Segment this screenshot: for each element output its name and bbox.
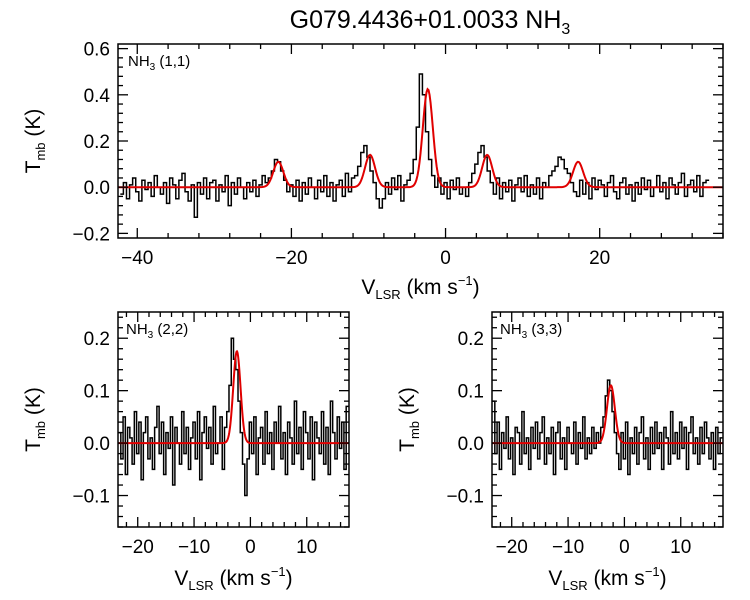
spectrum-line xyxy=(492,379,723,476)
y-tick-label: 0.1 xyxy=(84,382,110,403)
x-axis-label-unit: (km s xyxy=(214,567,271,590)
y-axis-label-text: T xyxy=(22,160,45,173)
x-axis-label-text: V xyxy=(548,567,562,590)
x-axis-label-subscript: LSR xyxy=(188,578,213,593)
plot-area xyxy=(492,379,723,476)
y-tick-label: 0.2 xyxy=(84,329,110,350)
panel-label-subscript: 3 xyxy=(522,330,528,341)
x-axis-label-superscript: −1 xyxy=(645,564,660,579)
x-axis-label-superscript: −1 xyxy=(458,273,473,288)
panel-label-text: NH xyxy=(126,321,148,338)
x-axis-label-unit: (km s xyxy=(588,567,645,590)
y-tick-label: 0.0 xyxy=(458,434,484,455)
panel-label-text: NH xyxy=(128,53,150,70)
y-tick-label: 0.1 xyxy=(458,382,484,403)
y-axis-label-unit: (K) xyxy=(22,387,45,421)
figure-title-text: G079.4436+01.0033 NH xyxy=(290,6,562,34)
y-axis-label-text: T xyxy=(22,439,45,452)
fit-curve xyxy=(118,87,723,189)
x-axis-label: VLSR (km s−1) xyxy=(361,273,479,302)
y-axis-label-unit: (K) xyxy=(22,109,45,143)
x-axis-label-unit: (km s xyxy=(401,276,458,299)
x-tick-label: 10 xyxy=(296,537,317,558)
panel-label-suffix: (3,3) xyxy=(527,321,562,338)
figure-title-subscript: 3 xyxy=(561,21,570,38)
x-axis-label-text: V xyxy=(361,276,375,299)
plot-area xyxy=(118,337,349,497)
y-tick-label: −0.1 xyxy=(446,487,484,508)
spectrum-line xyxy=(118,337,349,497)
x-tick-label: −20 xyxy=(496,537,528,558)
panel-nh3-11: −40 −20 0 20 −0.2 0.0 0.2 0.4 0.6 NH3 (1,1) VLSR (… xyxy=(22,40,724,302)
panel-label: NH3 (3,3) xyxy=(500,321,562,341)
x-tick-label: −10 xyxy=(552,537,584,558)
panel-label: NH3 (1,1) xyxy=(128,53,190,73)
panel-nh3-33: −20 −10 0 10 −0.1 0.0 0.1 0.2 NH3 (3,3) VLSR (km … xyxy=(396,311,724,593)
y-tick-label: −0.2 xyxy=(72,224,110,245)
x-axis-label: VLSR (km s−1) xyxy=(174,564,292,593)
y-axis-label-unit: (K) xyxy=(396,387,419,421)
y-tick-label: 0.2 xyxy=(458,329,484,350)
panel-nh3-22: −20 −10 0 10 −0.1 0.0 0.1 0.2 NH3 (2,2) VLSR (km … xyxy=(22,311,350,593)
x-axis-label-end: ) xyxy=(660,567,667,590)
plot-area xyxy=(118,73,723,218)
x-tick-label: 0 xyxy=(619,537,630,558)
x-tick-label: 0 xyxy=(440,248,451,269)
x-tick-label: 0 xyxy=(245,537,256,558)
y-axis-label: Tmb (K) xyxy=(22,387,48,452)
x-axis-label: VLSR (km s−1) xyxy=(548,564,666,593)
panel-label-suffix: (2,2) xyxy=(153,321,188,338)
y-axis-label: Tmb (K) xyxy=(22,109,48,174)
spectrum-line xyxy=(120,73,710,218)
y-tick-label: 0.6 xyxy=(84,40,110,61)
y-tick-label: −0.1 xyxy=(72,487,110,508)
y-axis-label-subscript: mb xyxy=(407,421,422,439)
y-axis-label: Tmb (K) xyxy=(396,387,422,452)
panel-label-subscript: 3 xyxy=(148,330,154,341)
y-tick-label: 0.0 xyxy=(84,178,110,199)
y-tick-label: 0.2 xyxy=(84,132,110,153)
x-tick-label: −20 xyxy=(275,248,307,269)
plot-frame xyxy=(117,311,350,528)
x-axis-label-end: ) xyxy=(286,567,293,590)
x-tick-label: 10 xyxy=(670,537,691,558)
x-tick-label: −20 xyxy=(122,537,154,558)
x-axis-label-subscript: LSR xyxy=(375,287,400,302)
y-axis-label-text: T xyxy=(396,439,419,452)
x-tick-label: 20 xyxy=(589,248,610,269)
plot-frame xyxy=(491,311,724,528)
plot-frame xyxy=(117,43,724,239)
x-tick-label: −10 xyxy=(178,537,210,558)
panel-label-text: NH xyxy=(500,321,522,338)
panel-label: NH3 (2,2) xyxy=(126,321,188,341)
y-tick-label: 0.4 xyxy=(84,86,111,107)
fit-curve xyxy=(118,349,349,445)
x-axis-label-superscript: −1 xyxy=(271,564,286,579)
figure-title: G079.4436+01.0033 NH3 xyxy=(290,6,571,38)
y-tick-label: 0.0 xyxy=(84,434,110,455)
x-axis-label-text: V xyxy=(174,567,188,590)
y-axis-label-subscript: mb xyxy=(33,142,48,160)
panel-label-subscript: 3 xyxy=(150,62,156,73)
x-tick-label: −40 xyxy=(121,248,153,269)
y-axis-label-subscript: mb xyxy=(33,421,48,439)
panel-label-suffix: (1,1) xyxy=(155,53,190,70)
x-axis-label-end: ) xyxy=(473,276,480,299)
fit-curve xyxy=(492,384,723,445)
x-axis-label-subscript: LSR xyxy=(562,578,587,593)
